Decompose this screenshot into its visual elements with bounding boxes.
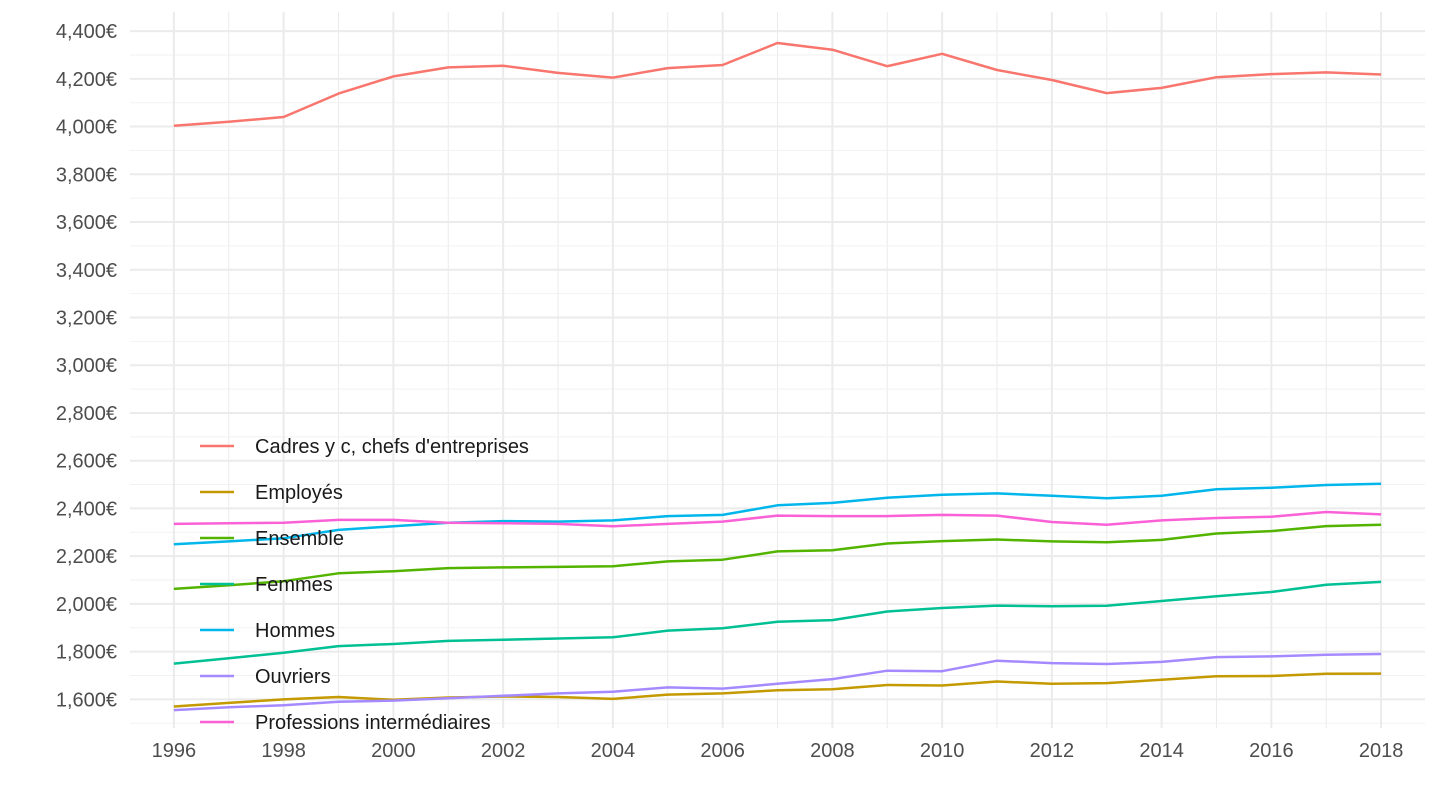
x-tick-label: 2000 (371, 740, 416, 762)
series-line-professions-intermediaires (173, 510, 1382, 528)
legend: Cadres y c, chefs d'entreprises Employés E… (200, 436, 529, 734)
x-tick-label: 2016 (1249, 740, 1294, 762)
y-tick-label: 4,400€ (56, 21, 117, 43)
x-tick-label: 2008 (810, 740, 855, 762)
y-tick-label: 3,000€ (56, 355, 117, 377)
x-tick-label: 2012 (1030, 740, 1075, 762)
y-tick-label: 1,800€ (56, 642, 117, 664)
y-tick-label: 2,200€ (56, 546, 117, 568)
x-tick-label: 2010 (920, 740, 965, 762)
legend-label-hommes: Hommes (255, 620, 335, 642)
x-tick-label: 2018 (1359, 740, 1404, 762)
legend-label-ouvriers: Ouvriers (255, 666, 331, 688)
x-tick-label: 2006 (700, 740, 745, 762)
y-tick-label: 3,200€ (56, 307, 117, 329)
legend-label-ensemble: Ensemble (255, 528, 344, 550)
x-axis: 1996 1998 2000 2002 2004 2006 2008 2010 2012 2014… (152, 740, 1404, 762)
grid (130, 12, 1425, 728)
x-tick-label: 2014 (1139, 740, 1184, 762)
legend-label-femmes: Femmes (255, 574, 333, 596)
series-line-ouvriers (173, 652, 1382, 712)
y-tick-label: 2,000€ (56, 594, 117, 616)
y-tick-label: 3,600€ (56, 212, 117, 234)
y-tick-label: 2,800€ (56, 403, 117, 425)
series-line-cadres-y-c-chefs-d-entreprises (173, 41, 1382, 128)
y-tick-label: 1,600€ (56, 689, 117, 711)
legend-label-employes: Employés (255, 482, 343, 504)
y-tick-label: 3,400€ (56, 260, 117, 282)
x-tick-label: 2004 (591, 740, 636, 762)
legend-label-cadres-y-c-chefs-d-entreprises: Cadres y c, chefs d'entreprises (255, 436, 529, 458)
series-lines (173, 41, 1382, 712)
y-tick-label: 4,000€ (56, 117, 117, 139)
series-line-hommes (173, 482, 1382, 546)
x-tick-label: 1996 (152, 740, 197, 762)
y-tick-label: 3,800€ (56, 164, 117, 186)
y-tick-label: 2,600€ (56, 451, 117, 473)
y-axis: 1,600€ 1,800€ 2,000€ 2,200€ 2,400€ 2,600€ 2,80… (56, 21, 117, 711)
series-line-employes (173, 672, 1382, 708)
series-line-femmes (173, 580, 1382, 665)
x-tick-label: 2002 (481, 740, 526, 762)
x-tick-label: 1998 (261, 740, 306, 762)
legend-label-professions-intermediaires: Professions intermédiaires (255, 712, 491, 734)
series-line-ensemble (173, 523, 1382, 591)
y-tick-label: 2,400€ (56, 498, 117, 520)
y-tick-label: 4,200€ (56, 69, 117, 91)
